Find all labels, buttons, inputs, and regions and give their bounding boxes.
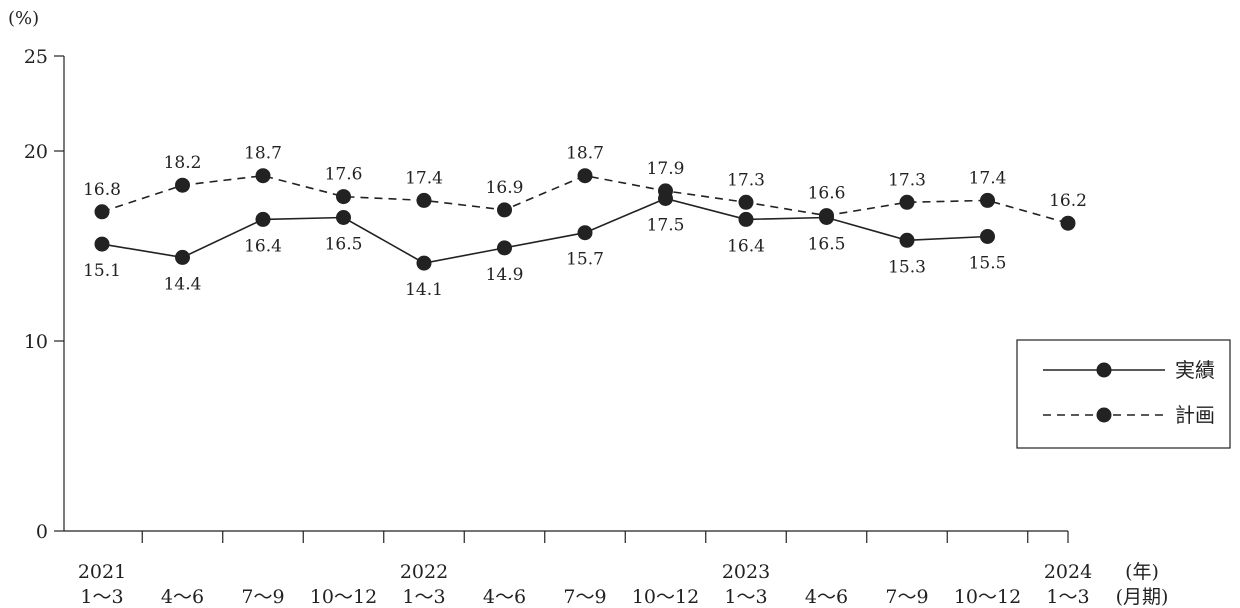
series-1-point <box>738 194 754 210</box>
series-0-point <box>416 255 432 271</box>
series-1-data-label: 18.2 <box>164 153 202 173</box>
x-year-label: 2022 <box>400 561 448 583</box>
series-0-data-label: 17.5 <box>647 216 685 236</box>
series-0-point <box>336 210 351 225</box>
series-1-point <box>1060 215 1076 231</box>
data-labels: 15.1 14.4 16.4 16.5 14.1 14.9 15.7 17.5 16.4 16.5… <box>83 144 1087 300</box>
series-1-point <box>980 192 995 208</box>
legend-box <box>1016 339 1231 449</box>
series-1-data-label: 16.9 <box>486 178 524 198</box>
series-1-data-label: 18.7 <box>244 144 282 164</box>
series-1-data-label: 16.2 <box>1049 191 1087 211</box>
x-period-label: 10〜12 <box>310 586 377 608</box>
series-1-point <box>819 208 834 224</box>
series-1-data-label: 17.9 <box>647 159 685 179</box>
series-0-point <box>980 229 995 244</box>
series-0-data-label: 16.4 <box>244 236 282 256</box>
y-unit-label: (%) <box>8 8 39 29</box>
series-0-data-label: 16.4 <box>727 236 765 256</box>
series-0-point <box>175 249 190 265</box>
series-0-point <box>255 211 271 227</box>
x-period-label: 1〜3 <box>1046 586 1089 608</box>
series-1-data-label: 17.6 <box>325 165 363 185</box>
x-period-label: 7〜9 <box>563 586 606 608</box>
series-0-point <box>899 232 915 248</box>
series-1-point <box>255 168 271 184</box>
series-markers <box>94 168 1076 271</box>
series-1-point <box>175 177 190 193</box>
series-0-data-label: 15.1 <box>83 261 121 281</box>
legend-marker-0 <box>1096 362 1112 378</box>
x-period-label: 1〜3 <box>402 586 445 608</box>
y-tick-label: 10 <box>24 331 48 353</box>
series-0-point <box>94 236 110 252</box>
series-1-data-label: 16.6 <box>808 184 846 204</box>
series-0-point <box>738 211 754 227</box>
series-0-data-label: 14.9 <box>486 265 524 285</box>
series-0-data-label: 15.5 <box>969 254 1007 274</box>
series-1-point <box>497 202 512 218</box>
y-tick-label: 0 <box>36 521 48 543</box>
x-period-label: 10〜12 <box>632 586 699 608</box>
axes: (%) 0 10 20 25 2021 1〜3 4〜6 7〜9 10〜12 2022 1〜3 4〜6 7〜… <box>8 8 1168 608</box>
x-year-unit: (年) <box>1125 561 1159 583</box>
series-1-point <box>336 189 351 205</box>
x-year-label: 2021 <box>78 561 126 583</box>
legend-label-0: 実績 <box>1175 358 1215 382</box>
series-0-point <box>497 240 512 256</box>
series-1-point <box>416 192 432 208</box>
series-1-data-label: 16.8 <box>83 180 121 200</box>
series-1-point <box>899 194 915 210</box>
series-1-point <box>577 168 593 184</box>
x-period-label: 7〜9 <box>885 586 928 608</box>
y-tick-label: 20 <box>24 141 48 163</box>
series-1-point <box>658 183 673 199</box>
x-period-label: 4〜6 <box>161 586 204 608</box>
series-1-data-label: 17.3 <box>727 170 765 190</box>
series-1-data-label: 17.3 <box>888 170 926 190</box>
x-period-unit: (月期) <box>1116 586 1169 608</box>
series-0-data-label: 14.1 <box>405 280 443 300</box>
x-period-label: 7〜9 <box>241 586 284 608</box>
series-0-data-label: 16.5 <box>808 235 846 255</box>
series-0-data-label: 15.7 <box>566 250 604 270</box>
series-1-data-label: 17.4 <box>405 168 443 188</box>
x-period-label: 4〜6 <box>483 586 526 608</box>
series-lines <box>101 174 1069 264</box>
x-period-label: 1〜3 <box>80 586 123 608</box>
series-1-data-label: 18.7 <box>566 144 604 164</box>
legend-marker-1 <box>1096 407 1112 423</box>
series-0-data-label: 16.5 <box>325 235 363 255</box>
series-1-point <box>94 204 110 220</box>
y-tick-label: 25 <box>24 46 48 68</box>
series-0-data-label: 14.4 <box>164 274 202 294</box>
x-period-label: 1〜3 <box>724 586 767 608</box>
x-period-label: 4〜6 <box>805 586 848 608</box>
series-0-point <box>577 225 593 241</box>
x-year-label: 2024 <box>1044 561 1092 583</box>
x-year-label: 2023 <box>722 561 770 583</box>
series-0-data-label: 15.3 <box>888 257 926 277</box>
legend-label-1: 計画 <box>1175 403 1215 427</box>
x-period-label: 10〜12 <box>954 586 1021 608</box>
series-1-data-label: 17.4 <box>969 168 1007 188</box>
series-line-0 <box>101 197 988 264</box>
